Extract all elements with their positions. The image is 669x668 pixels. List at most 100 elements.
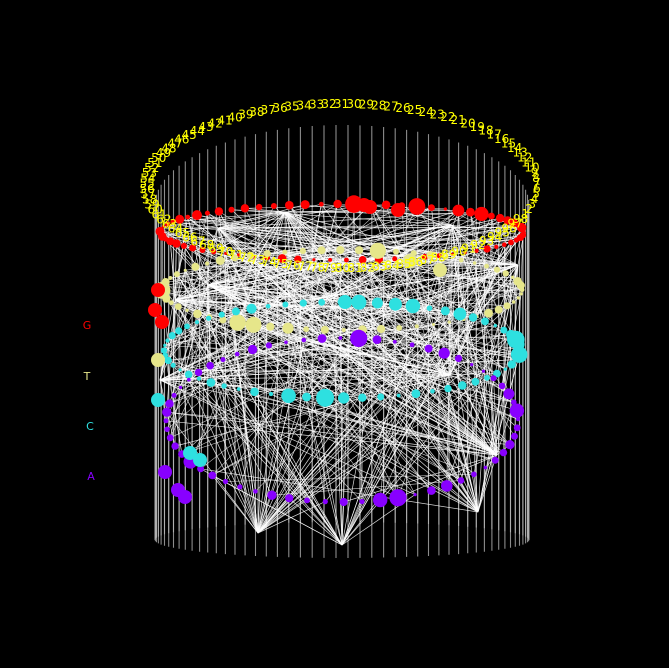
number-label: 61	[152, 208, 167, 222]
node-t	[432, 323, 435, 326]
node-c	[426, 305, 433, 312]
node-a	[503, 388, 515, 400]
node-a	[171, 442, 179, 450]
number-label: 72	[239, 251, 254, 265]
node-g	[495, 213, 505, 223]
network-edge	[287, 328, 399, 498]
node-t	[245, 316, 262, 333]
node-g	[155, 315, 169, 329]
number-label: 50	[151, 151, 166, 165]
number-label: 75	[273, 257, 288, 271]
node-t	[191, 262, 200, 271]
number-label: 14	[507, 141, 522, 155]
number-label: 74	[262, 255, 277, 269]
network-edge	[305, 204, 523, 236]
network-edge	[178, 330, 308, 501]
network-edge	[340, 337, 479, 513]
number-label: 23	[430, 107, 445, 121]
network-edge	[306, 358, 459, 398]
number-label: 34	[297, 99, 312, 113]
number-label: 10	[524, 161, 539, 175]
node-g	[488, 212, 495, 220]
node-c	[160, 347, 168, 354]
network-edge	[159, 379, 399, 499]
node-g	[224, 252, 228, 255]
network-edge	[160, 228, 445, 354]
node-c	[163, 343, 167, 347]
network-edge	[167, 340, 514, 403]
network-edge	[223, 385, 343, 546]
node-c	[388, 297, 402, 311]
network-edge	[170, 277, 382, 330]
node-t	[458, 257, 464, 263]
network-edge	[413, 253, 479, 513]
node-a	[178, 490, 192, 504]
number-label: 53	[142, 166, 157, 180]
number-label: 93	[479, 234, 494, 248]
node-t	[299, 247, 306, 255]
node-t	[317, 246, 326, 255]
node-c	[165, 338, 170, 343]
number-label: 85	[396, 257, 411, 271]
node-c	[471, 377, 480, 386]
network-edge	[178, 306, 225, 387]
network-edge	[341, 227, 523, 546]
number-label: 32	[321, 97, 336, 111]
network-edge	[161, 290, 451, 376]
node-t	[393, 248, 399, 255]
node-g	[443, 207, 447, 211]
network-edge	[225, 253, 259, 534]
network-edge	[172, 221, 381, 501]
network-edge	[501, 264, 519, 386]
network-edge	[187, 216, 498, 456]
node-a	[483, 465, 488, 470]
network-edge	[165, 204, 371, 422]
number-label: 78	[310, 260, 325, 274]
network-edge	[470, 212, 489, 314]
number-label: 20	[460, 116, 475, 130]
network-edge	[218, 211, 287, 343]
node-a	[511, 399, 517, 406]
node-t	[341, 327, 346, 333]
network-edge	[429, 307, 494, 379]
node-c	[184, 370, 193, 379]
network-edge	[341, 353, 445, 546]
network-edge	[181, 257, 411, 455]
node-t	[414, 324, 419, 329]
node-g	[211, 249, 217, 255]
node-t	[282, 249, 288, 255]
number-label: 68	[199, 238, 214, 252]
node-g	[175, 214, 185, 224]
number-label: 73	[250, 253, 265, 267]
node-t	[519, 287, 525, 293]
node-g	[357, 198, 371, 212]
node-a	[498, 382, 506, 390]
network-edge	[297, 227, 522, 260]
node-c	[194, 320, 200, 325]
network-edge	[224, 374, 451, 387]
node-c	[246, 303, 257, 314]
number-label-layer: 1234567891011121314151617181920212223242…	[139, 97, 540, 275]
network-edge	[287, 327, 323, 339]
number-label: 57	[140, 187, 155, 201]
node-a	[285, 494, 294, 503]
node-t	[183, 268, 187, 272]
node-a	[178, 385, 183, 390]
node-c	[281, 388, 296, 404]
node-t	[377, 324, 386, 334]
node-t	[396, 325, 403, 331]
node-g	[508, 239, 514, 246]
network-edge	[187, 216, 379, 260]
node-a	[253, 489, 258, 494]
number-label: 69	[208, 242, 223, 256]
number-label: 39	[238, 108, 253, 122]
network-edge	[176, 273, 343, 546]
number-label: 41	[217, 113, 232, 127]
node-g	[463, 251, 467, 255]
network-edge	[188, 329, 363, 375]
network-edge	[195, 266, 308, 501]
network-edge	[369, 204, 515, 403]
network-edge	[209, 204, 371, 366]
node-a	[265, 342, 272, 349]
